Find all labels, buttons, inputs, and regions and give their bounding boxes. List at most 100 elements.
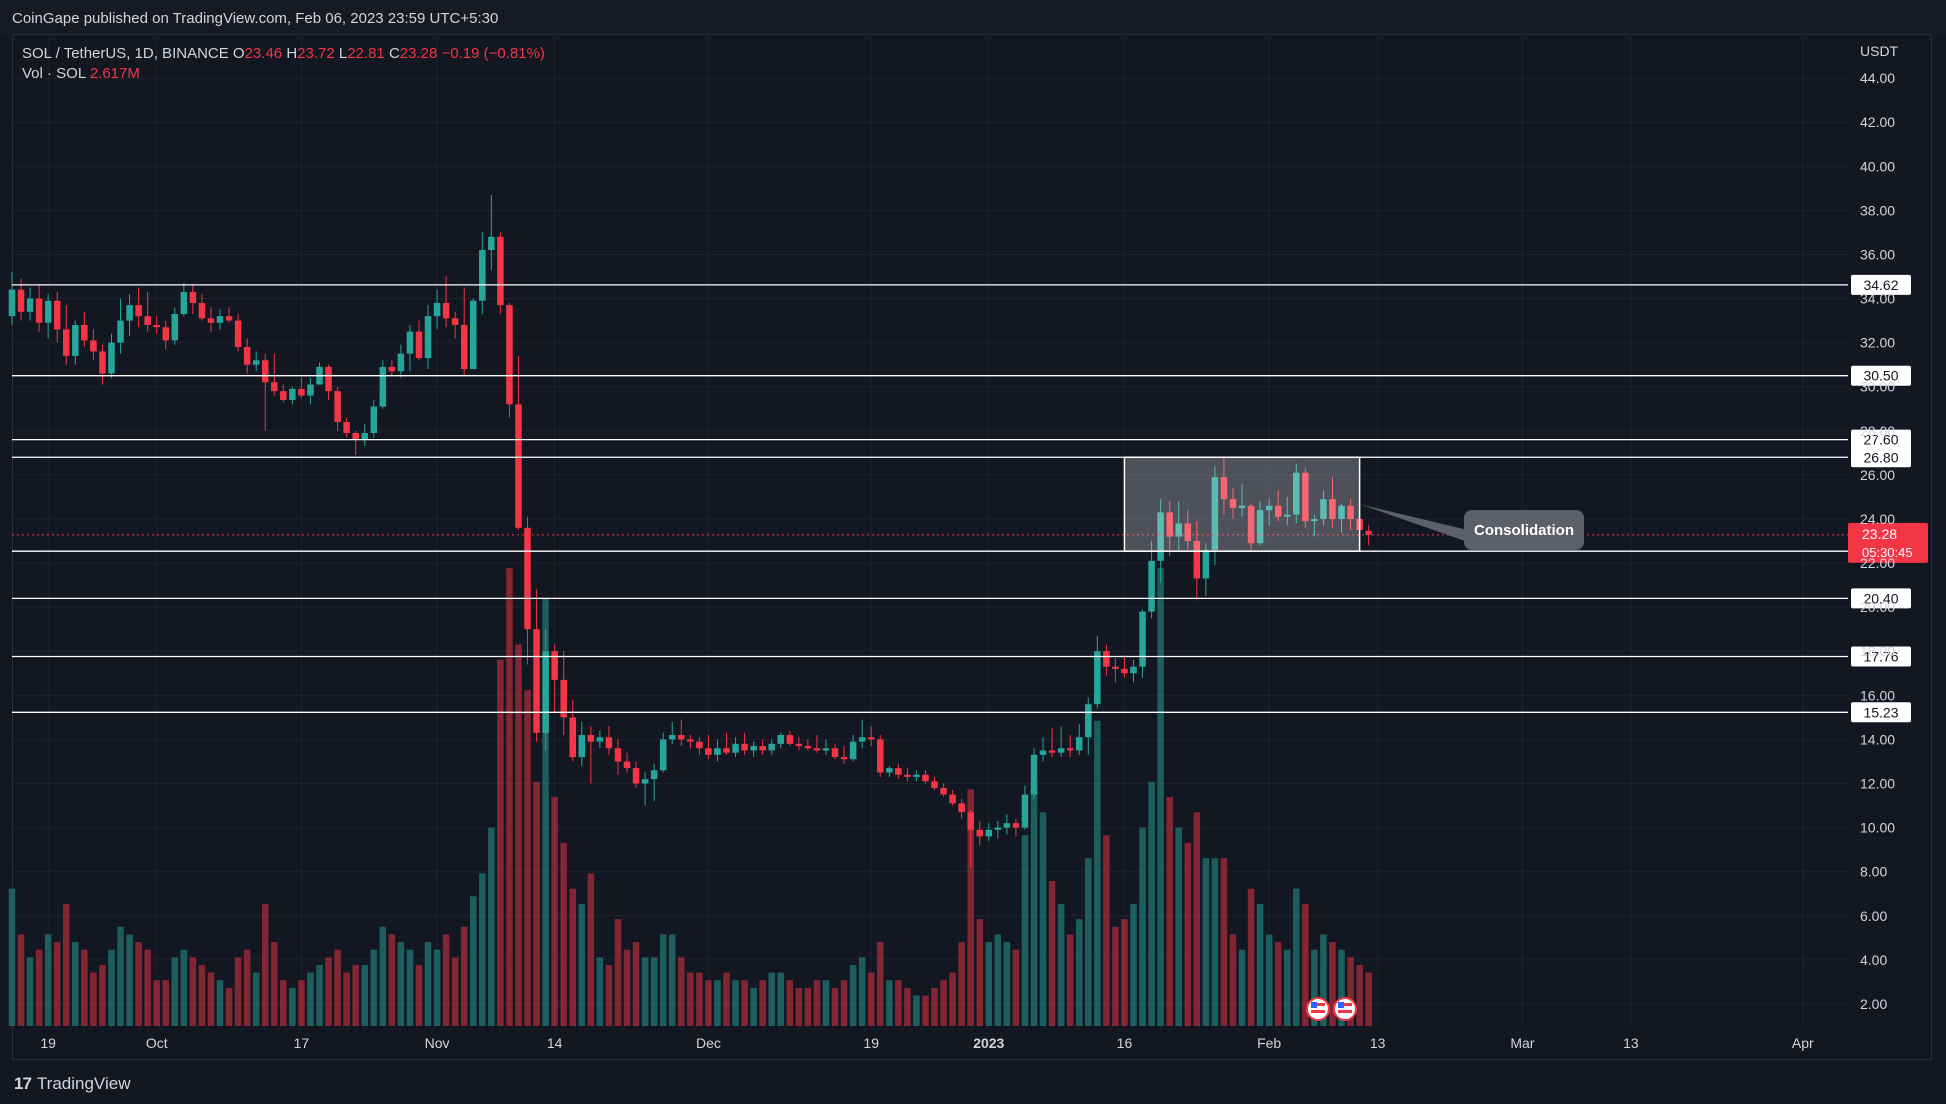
- volume-bar: [280, 980, 287, 1026]
- volume-label[interactable]: Vol · SOL: [22, 65, 86, 82]
- volume-bar: [840, 980, 848, 1026]
- candle-body: [1157, 512, 1164, 561]
- support-resistance-lines: 34.6230.5027.6026.8022.5420.4017.7615.23…: [12, 274, 1928, 723]
- price-tick-label: 26.00: [1860, 467, 1895, 483]
- volume-bar: [198, 964, 206, 1026]
- level-tag: [1851, 702, 1911, 723]
- candle-body: [542, 651, 549, 733]
- volume-bar: [596, 957, 604, 1026]
- level-tag-label: 17.76: [1863, 649, 1898, 665]
- candle-body: [126, 305, 133, 321]
- volume-bar: [895, 980, 902, 1026]
- price-tick-label: 14.00: [1860, 731, 1895, 747]
- level-tag: [1851, 447, 1911, 468]
- time-tick-label: Feb: [1257, 1035, 1281, 1051]
- volume-bar: [126, 934, 133, 1026]
- price-tick-label: 40.00: [1860, 158, 1895, 174]
- candle-body: [1139, 611, 1146, 667]
- volume-bar: [578, 903, 586, 1026]
- candle-body: [370, 406, 378, 434]
- candle-body: [849, 741, 857, 760]
- candle-body: [813, 748, 821, 751]
- candle-body: [1103, 651, 1110, 667]
- volume-bar: [967, 789, 974, 1026]
- price-tick-label: 24.00: [1860, 511, 1895, 527]
- volume-bar: [759, 980, 766, 1026]
- volume-bar: [442, 934, 450, 1026]
- low-value: 22.81: [347, 45, 385, 62]
- level-tag-label: 27.60: [1863, 432, 1898, 448]
- candle-body: [1148, 560, 1155, 612]
- candle-body: [1193, 541, 1201, 579]
- consolidation-annotation[interactable]: Consolidation: [1123, 456, 1584, 552]
- candle-body: [135, 305, 142, 317]
- volume-bar: [723, 972, 730, 1026]
- volume-bar: [1075, 919, 1083, 1026]
- candle-body: [1048, 750, 1056, 753]
- time-tick-label: Apr: [1792, 1035, 1814, 1051]
- volume-bar: [406, 949, 414, 1026]
- volume-bar: [958, 942, 965, 1026]
- volume-bar: [153, 980, 160, 1026]
- volume-bar: [650, 957, 658, 1026]
- time-tick-label: Mar: [1510, 1035, 1534, 1051]
- event-icons[interactable]: [1306, 997, 1357, 1021]
- candle-body: [271, 382, 278, 392]
- volume-bar: [904, 987, 911, 1026]
- volume-bar: [551, 797, 558, 1026]
- high-label: H: [286, 45, 298, 62]
- candle-body: [777, 735, 785, 744]
- candle-body: [723, 748, 730, 753]
- change-value: −0.19 (−0.81%): [441, 45, 545, 62]
- volume-bar: [1030, 781, 1038, 1026]
- price-axis[interactable]: USDT 44.00 42.00 40.00 38.00 36.00 34.00 32.00 3…: [1860, 43, 1899, 1012]
- volume-bar: [108, 949, 115, 1026]
- candle-body: [497, 236, 504, 306]
- volume-bar: [1157, 568, 1164, 1026]
- volume-bars: [8, 568, 1372, 1026]
- volume-bar: [1012, 949, 1020, 1026]
- volume-bar: [641, 957, 649, 1026]
- candle-body: [352, 433, 359, 440]
- candle-body: [1347, 505, 1354, 519]
- candle-body: [741, 743, 748, 751]
- candle-body: [804, 746, 812, 749]
- candle-body: [1211, 477, 1219, 550]
- volume-bar: [289, 987, 296, 1026]
- level-tag-label: 15.23: [1863, 704, 1898, 720]
- grid-lines: [12, 34, 1848, 1026]
- volume-bar: [1229, 934, 1237, 1026]
- candle-body: [687, 739, 694, 742]
- candle-body: [831, 748, 839, 758]
- price-tick-label: 8.00: [1860, 864, 1887, 880]
- volume-bar: [189, 957, 197, 1026]
- volume-bar: [343, 972, 350, 1026]
- volume-bar: [99, 964, 106, 1026]
- volume-bar: [488, 827, 495, 1026]
- volume-bar: [687, 972, 694, 1026]
- flag-stripe: [1311, 1003, 1325, 1006]
- current-price-value: 23.28: [1862, 526, 1897, 542]
- close-value: 23.28: [399, 45, 438, 62]
- price-tick-label: 2.00: [1860, 996, 1887, 1012]
- volume-bar: [949, 972, 956, 1026]
- candle-body: [976, 829, 983, 837]
- candle-body: [415, 331, 423, 359]
- symbol-name[interactable]: SOL / TetherUS, 1D, BINANCE: [22, 45, 229, 62]
- tradingview-logo[interactable]: 17 TradingView: [14, 1074, 130, 1094]
- candle-body: [614, 748, 622, 762]
- candle-body: [1320, 499, 1327, 519]
- volume-bar: [922, 995, 929, 1026]
- volume-bar: [1166, 797, 1173, 1026]
- candle-body: [361, 433, 368, 440]
- candle-body: [451, 318, 459, 325]
- candle-body: [261, 360, 269, 383]
- volume-bar: [234, 957, 242, 1026]
- candle-body: [506, 305, 513, 405]
- time-axis[interactable]: 19 Oct 17 Nov 14 Dec 19 2023 16 Feb 13 Mar 13 Apr: [40, 1035, 1814, 1051]
- volume-bar: [913, 995, 920, 1026]
- chart-frame[interactable]: [12, 34, 1932, 1060]
- volume-bar: [678, 957, 685, 1026]
- candle-body: [940, 787, 947, 795]
